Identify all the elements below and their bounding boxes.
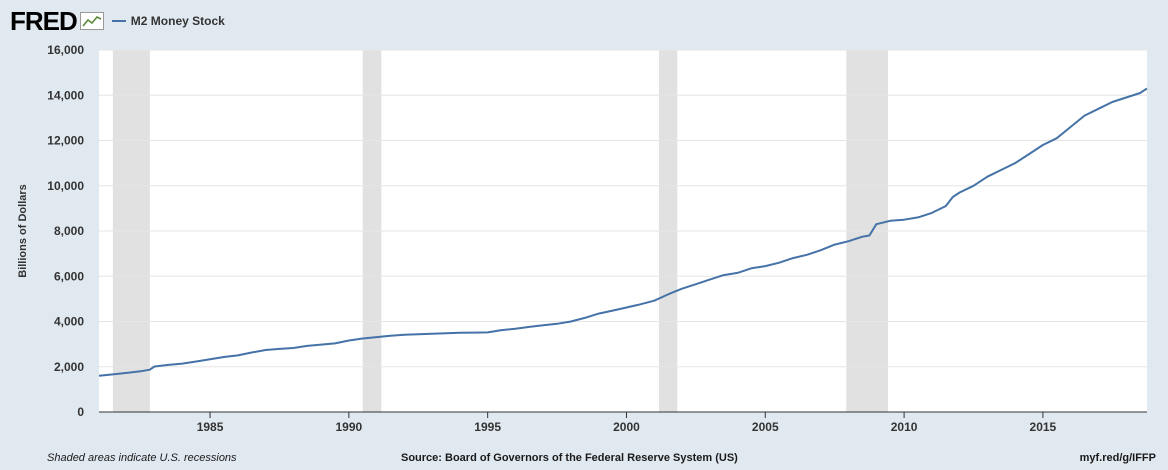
y-axis: 0 2,000 4,000 6,000 8,000 10,000 12,000 14,000 1… xyxy=(47,43,84,419)
series-group xyxy=(98,87,1148,377)
x-tick-label: 1985 xyxy=(197,420,224,434)
source-note: Source: Board of Governors of the Federa… xyxy=(401,452,738,464)
y-tick-label: 2,000 xyxy=(54,360,84,374)
x-tick-label: 2010 xyxy=(891,420,918,434)
y-axis-label: Billions of Dollars xyxy=(17,184,29,278)
graph-logo-icon xyxy=(79,12,104,30)
x-tick-label: 1995 xyxy=(474,420,501,434)
y-tick-label: 16,000 xyxy=(47,43,84,57)
recession-note: Shaded areas indicate U.S. recessions xyxy=(47,452,237,464)
short-link[interactable]: myf.red/g/IFFP xyxy=(1079,452,1156,464)
chart-header: FRED M2 Money Stock xyxy=(10,6,225,36)
legend-swatch xyxy=(111,20,126,22)
legend: M2 Money Stock xyxy=(111,14,225,28)
x-tick-label: 2000 xyxy=(613,420,640,434)
series-line-m2-money-stock xyxy=(98,87,1148,377)
y-tick-label: 4,000 xyxy=(54,315,84,329)
y-tick-label: 12,000 xyxy=(47,134,84,148)
legend-label: M2 Money Stock xyxy=(130,14,225,28)
y-tick-label: 8,000 xyxy=(54,224,84,238)
x-tick-label: 1990 xyxy=(336,420,363,434)
x-axis: 1985 1990 1995 2000 2005 2010 2015 xyxy=(197,412,1057,434)
y-tick-label: 0 xyxy=(77,405,84,419)
y-tick-label: 14,000 xyxy=(47,88,84,102)
x-tick-label: 2015 xyxy=(1030,420,1057,434)
x-tick-label: 2005 xyxy=(752,420,779,434)
fred-logo[interactable]: FRED xyxy=(10,6,78,36)
y-tick-label: 10,000 xyxy=(47,179,84,193)
y-tick-label: 6,000 xyxy=(54,269,84,283)
